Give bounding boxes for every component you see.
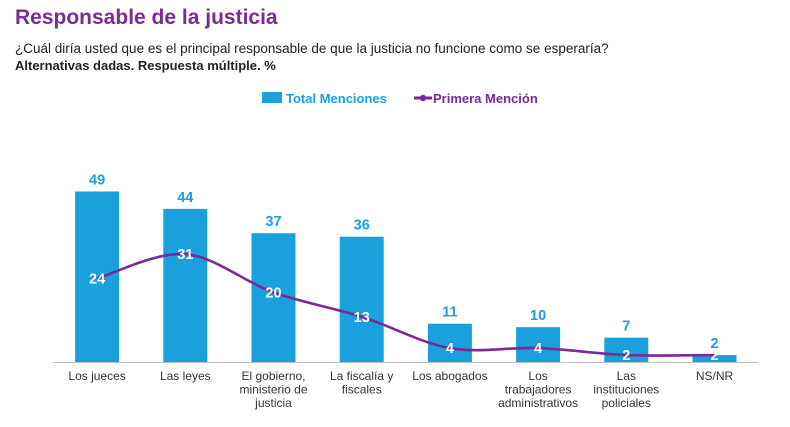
- bar: [75, 191, 120, 362]
- line-value-label: 2: [710, 348, 718, 364]
- bar-value-label: 7: [622, 319, 630, 335]
- bar-value-label: 36: [354, 218, 370, 234]
- chart-subtitle: Alternativas dadas. Respuesta múltiple. …: [15, 58, 276, 73]
- category-label: NS/NR: [696, 369, 734, 383]
- bar: [339, 236, 384, 362]
- survey-question: ¿Cuál diría usted que es el principal re…: [15, 41, 609, 56]
- category-label: Los jueces: [68, 369, 125, 383]
- category-labels: Los jueces Las leyes El gobierno, ministeri…: [68, 369, 733, 410]
- legend-swatch-total: [262, 92, 282, 103]
- legend-label-total: Total Menciones: [286, 91, 387, 106]
- line-value-label: 24: [89, 271, 105, 287]
- bar-value-label: 49: [89, 172, 105, 188]
- page-title: Responsable de la justicia: [15, 6, 278, 29]
- category-label: La fiscalía y fiscales: [330, 369, 393, 397]
- legend-marker-primera: [419, 94, 427, 102]
- category-label: Las leyes: [160, 369, 211, 383]
- bar: [163, 208, 208, 362]
- bar: [604, 337, 649, 362]
- bar-value-label: 44: [177, 190, 193, 206]
- category-label: Los abogados: [412, 369, 487, 383]
- category-label: Las instituciones policiales: [593, 369, 659, 410]
- bar-value-label: 11: [442, 305, 457, 321]
- bar: [427, 323, 472, 362]
- primera-mencion-line: [96, 252, 715, 357]
- line-value-label: 2: [622, 348, 630, 364]
- bar: [516, 327, 561, 362]
- line-value-label: 4: [534, 341, 542, 357]
- legend-label-primera: Primera Mención: [433, 91, 538, 106]
- line-value-label: 4: [446, 341, 454, 357]
- bar-value-label: 2: [710, 336, 718, 352]
- line-value-label: 20: [265, 285, 281, 301]
- bar: [692, 355, 737, 362]
- category-label: Los trabajadores administrativos: [498, 369, 578, 410]
- category-label: El gobierno, ministerio de justicia: [239, 369, 307, 410]
- chart-legend: Total Menciones Primera Mención: [262, 91, 538, 106]
- bar-value-label: 10: [530, 308, 546, 324]
- line-value-label: 31: [177, 247, 193, 263]
- bar-value-label: 37: [265, 214, 281, 230]
- line-value-label: 13: [354, 310, 370, 326]
